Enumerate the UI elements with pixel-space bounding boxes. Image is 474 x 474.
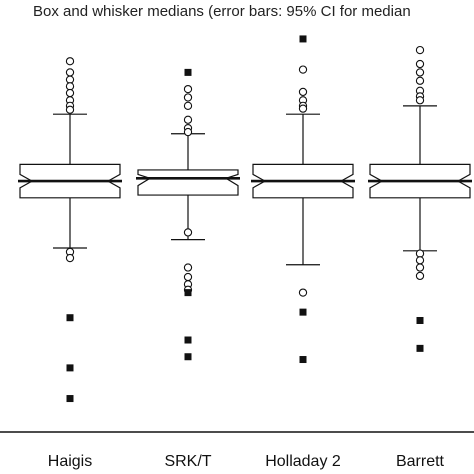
box-group — [18, 57, 122, 403]
outlier-circle — [415, 96, 425, 105]
box — [137, 169, 239, 196]
outlier-circle — [415, 271, 425, 281]
box-group — [251, 35, 355, 364]
outlier-circle — [65, 57, 75, 66]
outlier-circle — [65, 88, 75, 98]
outlier-square — [184, 68, 192, 76]
outlier-circle — [183, 263, 193, 272]
outlier-circle — [183, 228, 193, 237]
outlier-circle — [415, 263, 425, 272]
outlier-circle — [183, 93, 193, 102]
outlier-square — [184, 353, 192, 361]
outlier-circle — [298, 288, 308, 297]
outlier-circle — [65, 68, 75, 77]
outlier-circle — [298, 65, 308, 74]
outlier-circle — [183, 272, 193, 282]
outlier-circle — [65, 105, 75, 114]
outlier-square — [299, 35, 307, 43]
x-tick-label: Barrett — [396, 453, 445, 470]
outlier-square — [299, 356, 307, 364]
outlier-square — [416, 316, 424, 324]
outlier-circle — [298, 87, 308, 97]
box-group — [368, 45, 472, 352]
outlier-square — [66, 314, 74, 322]
x-tick-label: Holladay 2 — [265, 453, 341, 470]
outlier-circle — [298, 104, 308, 113]
outlier-circle — [65, 253, 75, 263]
outlier-square — [66, 395, 74, 403]
outlier-circle — [65, 75, 75, 84]
outlier-square — [66, 364, 74, 372]
outlier-square — [184, 289, 192, 297]
outlier-square — [416, 344, 424, 352]
x-tick-label: SRK/T — [164, 453, 211, 470]
x-tick-label: Haigis — [48, 453, 92, 470]
outlier-circle — [415, 256, 425, 265]
outlier-circle — [415, 76, 425, 85]
outlier-square — [184, 336, 192, 344]
outlier-circle — [183, 115, 193, 124]
outlier-circle — [183, 84, 193, 94]
outlier-circle — [415, 59, 425, 69]
outlier-circle — [65, 82, 75, 91]
outlier-square — [299, 308, 307, 316]
outlier-circle — [183, 127, 193, 137]
outlier-circle — [415, 68, 425, 77]
outlier-circle — [415, 249, 425, 258]
box-group — [136, 68, 240, 361]
outlier-circle — [415, 45, 425, 55]
chart-title: Box and whisker medians (error bars: 95%… — [33, 3, 411, 20]
outlier-circle — [183, 101, 193, 110]
